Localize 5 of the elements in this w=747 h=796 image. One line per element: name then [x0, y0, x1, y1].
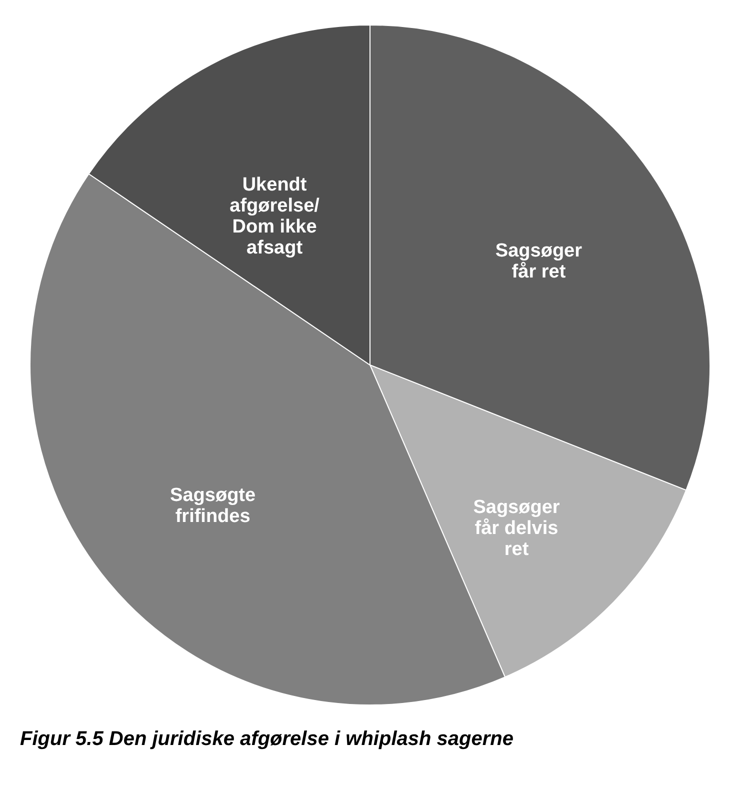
text: Figur 5.5 Den juridiske afgørelse i whiplash sagerne — [20, 728, 514, 750]
slice-label: Sagsøgte frifindes — [170, 485, 256, 528]
slice-label: Sagsøger får ret — [495, 240, 583, 282]
slice-label: Sagsøger får delvis ret — [473, 496, 560, 560]
slice-label: Ukendt afgørelse/ Dom ikke afsagt — [230, 174, 320, 259]
